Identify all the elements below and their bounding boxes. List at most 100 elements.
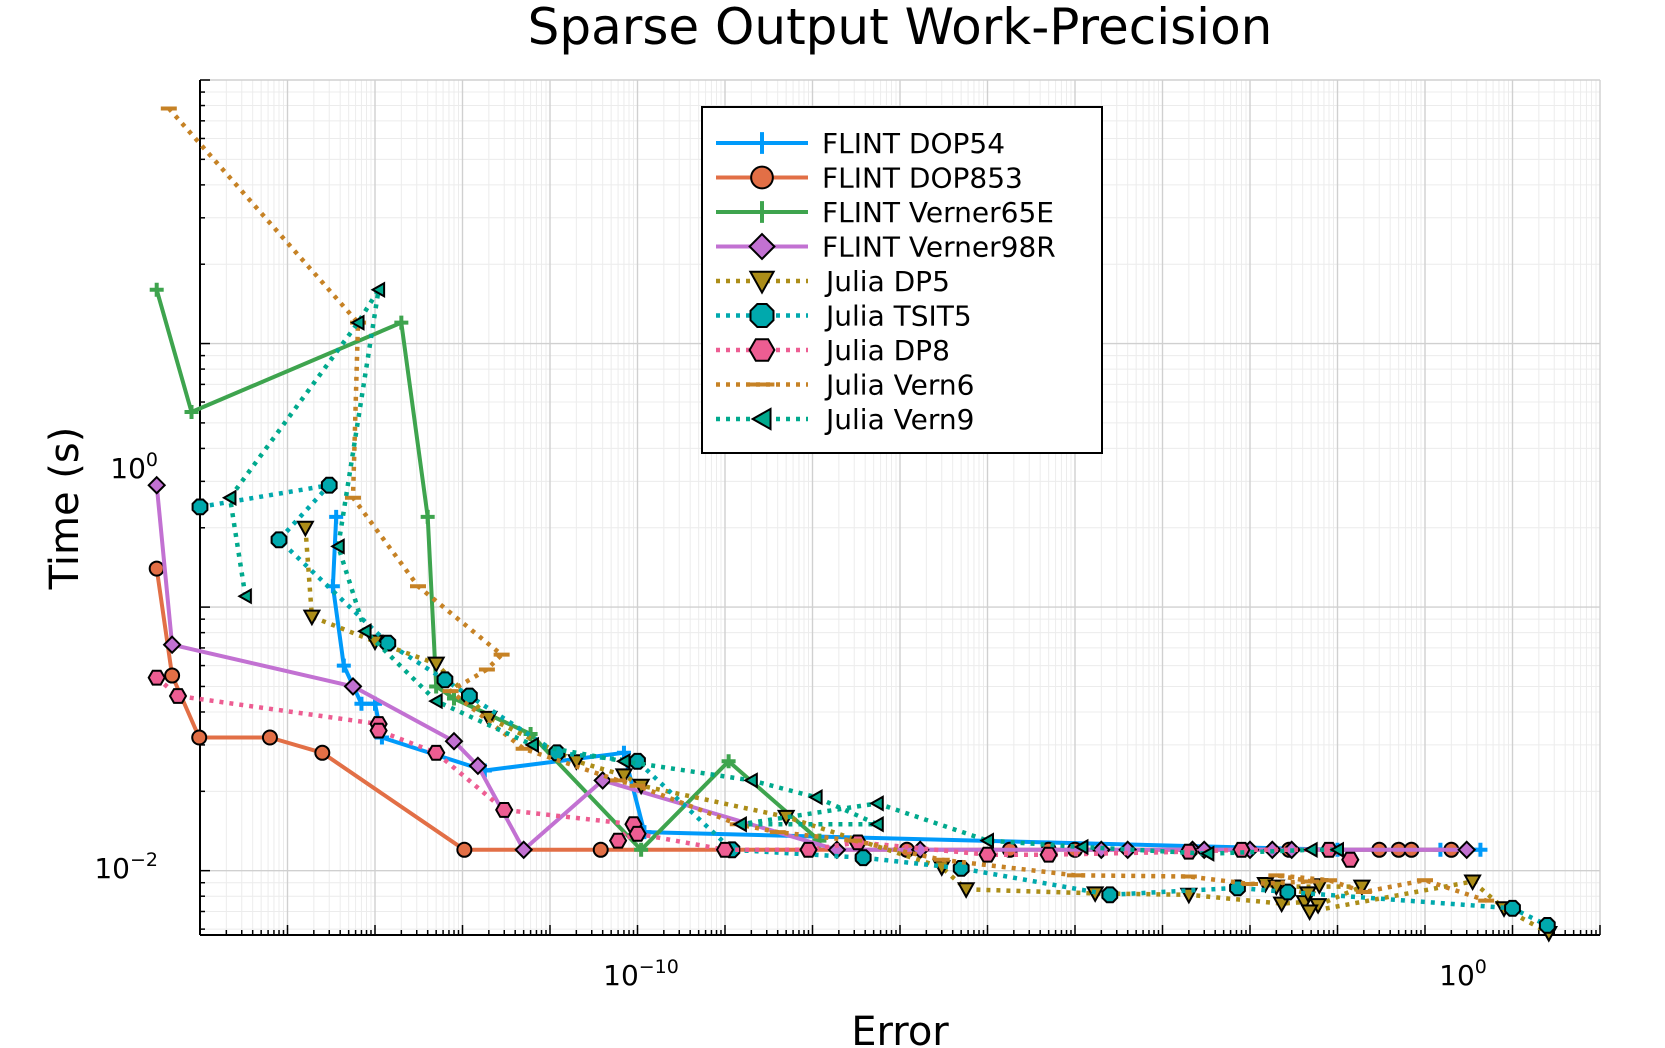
point-marker xyxy=(721,754,736,769)
legend-label: FLINT Verner98R xyxy=(822,231,1056,264)
point-marker xyxy=(869,816,884,833)
legend-entry: FLINT DOP853 xyxy=(716,162,1023,195)
point-marker xyxy=(456,841,473,858)
point-marker xyxy=(1039,846,1058,863)
series-layer xyxy=(147,106,1559,943)
point-marker xyxy=(1199,845,1215,862)
point-marker xyxy=(302,609,322,627)
point-marker xyxy=(420,509,435,524)
point-marker xyxy=(468,756,488,776)
point-marker xyxy=(1538,917,1556,934)
point-marker xyxy=(330,538,345,555)
point-marker xyxy=(221,489,237,506)
legend-entry: Julia Vern9 xyxy=(716,403,974,436)
point-marker xyxy=(749,303,775,328)
point-marker xyxy=(799,841,818,858)
series-line xyxy=(330,516,1481,852)
point-marker xyxy=(751,132,773,154)
legend-label: Julia Vern6 xyxy=(824,369,974,402)
point-marker xyxy=(370,281,386,298)
point-marker xyxy=(168,688,188,704)
legend-label: Julia Vern9 xyxy=(824,403,974,436)
point-marker xyxy=(461,687,478,705)
legend-entry: Julia DP8 xyxy=(716,334,950,367)
point-marker xyxy=(191,729,208,746)
point-marker xyxy=(1303,841,1318,859)
legend-label: Julia TSIT5 xyxy=(824,300,972,333)
legend-entry: Julia DP5 xyxy=(716,265,950,298)
point-marker xyxy=(592,841,609,858)
point-marker xyxy=(628,825,647,842)
point-marker xyxy=(436,671,454,689)
point-marker xyxy=(524,736,539,754)
series-julia-vern6 xyxy=(160,106,1495,903)
point-marker xyxy=(979,832,994,849)
point-marker xyxy=(743,772,758,789)
x-tick-label-1e-10: 10−10 xyxy=(603,956,679,992)
point-marker xyxy=(479,710,499,728)
legend-entry: FLINT DOP54 xyxy=(716,127,1005,160)
point-marker xyxy=(343,676,363,696)
point-marker xyxy=(1352,879,1372,897)
point-marker xyxy=(1300,904,1319,922)
point-marker xyxy=(147,669,166,686)
point-marker xyxy=(329,509,344,524)
point-marker xyxy=(237,587,252,605)
point-marker xyxy=(978,846,997,863)
series-line xyxy=(199,482,1549,928)
legend-entry: FLINT Verner65E xyxy=(716,196,1054,229)
series-julia-vern9 xyxy=(221,281,1344,862)
point-marker xyxy=(1504,899,1521,917)
point-marker xyxy=(350,314,365,331)
point-marker xyxy=(748,232,776,261)
series-julia-dp8 xyxy=(147,669,1360,868)
legend-label: FLINT Verner65E xyxy=(822,196,1054,229)
legend-entry: Julia TSIT5 xyxy=(716,300,972,333)
point-marker xyxy=(147,475,167,495)
y-tick-label-1e-2: 10−2 xyxy=(94,849,158,885)
point-marker xyxy=(751,201,773,223)
point-marker xyxy=(608,832,628,849)
point-marker xyxy=(808,788,823,806)
legend-label: Julia DP8 xyxy=(824,334,950,367)
point-marker xyxy=(715,841,735,858)
point-marker xyxy=(869,795,884,812)
point-marker xyxy=(956,882,976,899)
point-marker xyxy=(1341,851,1360,868)
x-tick-label-1e0: 100 xyxy=(1439,956,1487,992)
point-marker xyxy=(426,656,446,674)
axis-ticks xyxy=(199,79,1601,935)
legend-label: FLINT DOP54 xyxy=(822,127,1005,160)
point-marker xyxy=(1232,841,1251,858)
point-marker xyxy=(394,315,409,330)
series-line xyxy=(155,675,1352,862)
point-marker xyxy=(296,520,315,538)
point-marker xyxy=(750,165,774,190)
point-marker xyxy=(732,816,747,833)
point-marker xyxy=(548,744,566,762)
point-marker xyxy=(369,722,388,739)
point-marker xyxy=(615,753,631,770)
x-axis-label: Error xyxy=(851,1009,949,1048)
point-marker xyxy=(354,696,369,711)
y-axis-label: Time (s) xyxy=(42,427,88,591)
point-marker xyxy=(357,623,372,640)
point-marker xyxy=(1101,886,1119,904)
point-marker xyxy=(184,404,199,419)
point-marker xyxy=(748,270,776,295)
point-marker xyxy=(750,407,772,431)
point-marker xyxy=(748,338,776,362)
legend-entry: FLINT Verner98R xyxy=(716,231,1056,264)
point-marker xyxy=(952,860,970,877)
chart-title: Sparse Output Work-Precision xyxy=(528,0,1273,56)
point-marker xyxy=(379,634,397,652)
y-tick-label-1e0: 100 xyxy=(110,449,158,485)
point-marker xyxy=(1329,841,1344,859)
point-marker xyxy=(1463,874,1482,892)
point-marker xyxy=(634,842,649,857)
point-marker xyxy=(336,658,351,673)
point-marker xyxy=(495,802,514,818)
series-line xyxy=(303,527,1550,935)
point-marker xyxy=(854,849,872,867)
